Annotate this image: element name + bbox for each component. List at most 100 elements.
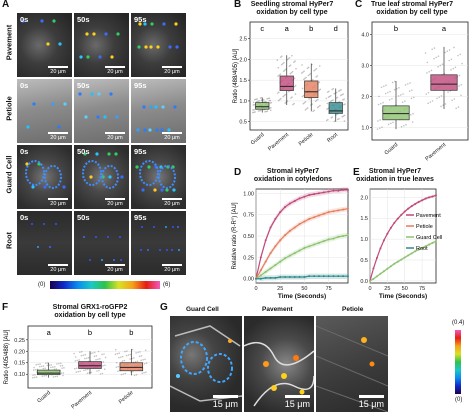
data-point <box>97 358 99 361</box>
data-point <box>145 362 148 365</box>
data-point <box>293 61 295 64</box>
data-point <box>93 351 96 354</box>
data-point <box>35 376 38 378</box>
data-point <box>431 48 433 51</box>
data-point <box>301 95 304 98</box>
data-point <box>75 371 78 373</box>
data-point <box>142 358 144 361</box>
signal-dot <box>89 175 93 179</box>
data-point <box>304 77 306 80</box>
data-point <box>327 211 330 214</box>
data-point <box>450 58 453 61</box>
signal-dot <box>108 175 112 179</box>
data-point <box>139 351 141 353</box>
row-label-pavement: Pavement <box>4 24 14 61</box>
data-point <box>376 128 379 130</box>
data-point <box>32 374 34 376</box>
signal-dot <box>113 259 115 261</box>
signal-dot <box>120 175 124 179</box>
data-point <box>308 217 311 220</box>
signal-dot <box>144 45 148 49</box>
data-point <box>99 358 101 360</box>
x-tick-label: 25 <box>384 286 390 292</box>
data-point <box>448 49 451 51</box>
data-point <box>101 372 104 375</box>
y-tick-label: 2.0 <box>239 57 247 63</box>
data-point <box>269 109 272 112</box>
signal-dot <box>143 128 147 132</box>
data-point <box>269 99 272 102</box>
signal-dot <box>79 55 83 59</box>
data-point <box>340 88 342 91</box>
data-point <box>37 363 39 366</box>
panel-a-time-label: 0s <box>20 15 29 24</box>
panel-label-d: D <box>234 167 242 178</box>
data-point <box>319 104 321 107</box>
data-point <box>129 353 132 356</box>
data-point <box>258 100 261 102</box>
data-point <box>288 90 290 93</box>
signal-dot <box>148 128 152 132</box>
data-point <box>302 71 304 73</box>
data-point <box>291 70 294 73</box>
data-point <box>255 277 257 280</box>
y-tick-label: 0.5 <box>239 120 247 126</box>
data-point <box>59 365 62 367</box>
data-point <box>417 200 420 203</box>
data-point <box>378 127 381 129</box>
data-point <box>56 363 58 365</box>
data-point <box>327 275 330 278</box>
panel-g-title-pavement: Pavement <box>262 306 293 313</box>
data-point <box>394 80 396 83</box>
panel-a-colorbar-min: (0) <box>38 282 46 288</box>
data-point <box>54 375 57 378</box>
data-point <box>377 120 379 122</box>
data-point <box>262 98 265 101</box>
data-point <box>437 65 439 68</box>
signal-dot <box>57 125 61 129</box>
data-point <box>400 94 402 96</box>
data-point <box>301 72 303 74</box>
data-point <box>126 350 128 352</box>
data-point <box>279 211 282 214</box>
data-point <box>457 106 460 108</box>
data-point <box>313 275 316 278</box>
plot-area <box>249 21 349 131</box>
panel-a-time-label: 0s <box>20 81 29 90</box>
data-point <box>397 95 400 97</box>
data-point <box>284 257 287 260</box>
data-point <box>453 46 455 49</box>
data-point <box>429 101 432 103</box>
y-tick-label: 0.0 <box>360 279 368 285</box>
panel-a-time-label: 95s <box>134 15 147 24</box>
data-point <box>454 66 457 69</box>
data-point <box>288 56 291 59</box>
data-point <box>293 226 296 229</box>
panel-label-c: C <box>355 0 363 10</box>
signal-dot <box>154 105 158 109</box>
data-point <box>335 91 338 94</box>
panel-a-scale-bar: 20 μm <box>162 264 182 273</box>
panel-a-image-root-0s: 0s 20 μm <box>17 211 72 275</box>
data-point <box>400 125 403 128</box>
data-point <box>428 196 431 199</box>
data-point <box>457 54 459 57</box>
data-point <box>259 274 262 277</box>
data-point <box>347 234 349 237</box>
signal-dot <box>175 45 179 49</box>
data-point <box>311 63 313 66</box>
data-point <box>86 368 89 371</box>
data-point <box>278 91 280 93</box>
data-point <box>322 240 325 243</box>
data-point <box>34 368 37 371</box>
data-point <box>120 356 122 358</box>
y-tick-label: 3.0 <box>361 63 369 69</box>
panel-a-image-petiole-95s: 95s 20 μm <box>131 79 186 143</box>
panel-g-title-petiole: Petiole <box>342 306 364 313</box>
data-point <box>102 364 104 367</box>
panel-g-petiole-scale-bar: 15 μm <box>358 395 384 409</box>
panel-a-signal-overlay <box>137 22 179 49</box>
signal-dot <box>161 105 165 109</box>
data-point <box>277 66 280 69</box>
data-point <box>56 375 59 378</box>
